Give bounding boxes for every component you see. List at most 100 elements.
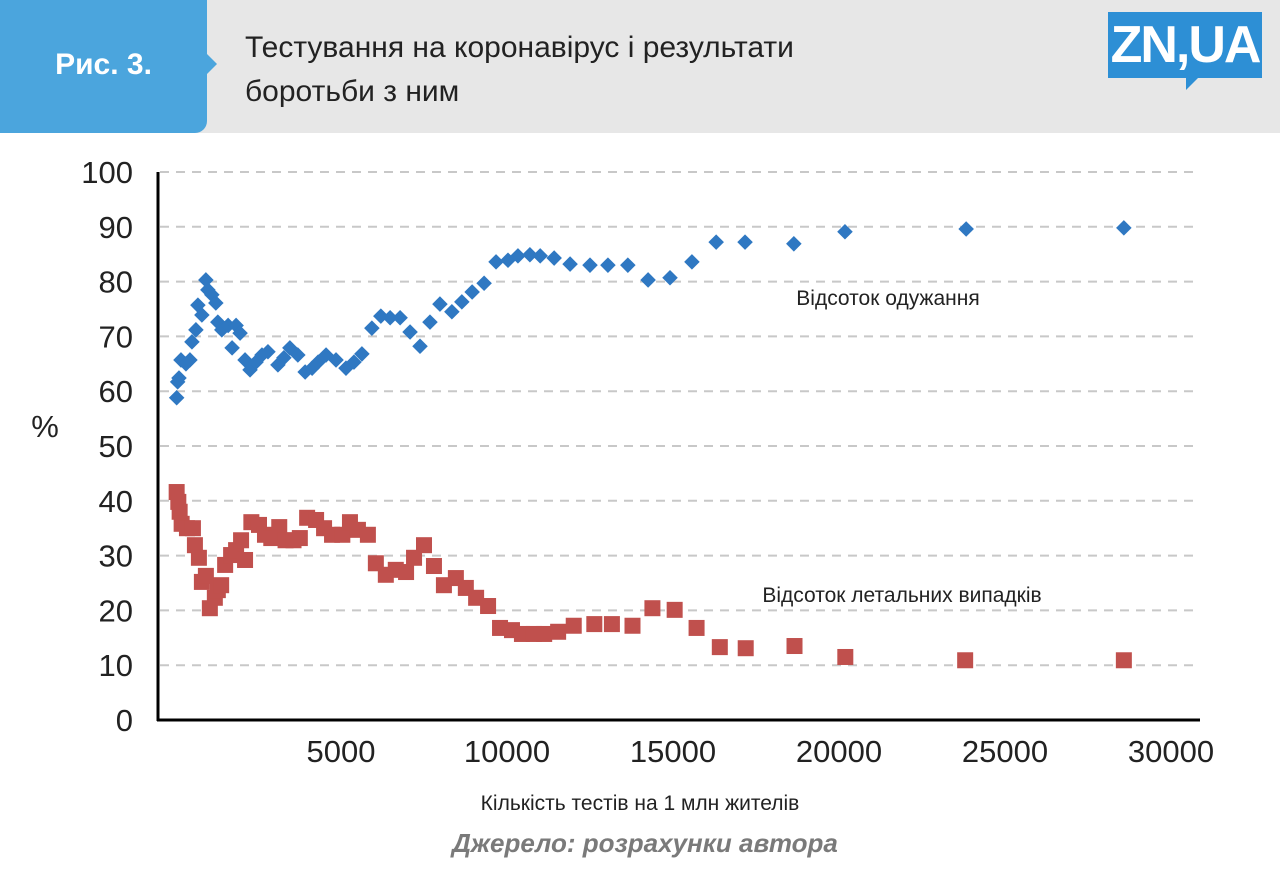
fatality-point <box>359 526 376 543</box>
recovery-point <box>188 322 204 338</box>
fatality-point <box>603 616 620 633</box>
title-line-1: Тестування на коронавірус і результати <box>245 31 794 64</box>
recovery-point <box>454 294 470 310</box>
recovery-point <box>620 257 636 273</box>
fatality-point <box>624 617 641 634</box>
fatality-point <box>550 623 567 640</box>
recovery-point <box>837 223 853 240</box>
recovery-point <box>171 370 187 386</box>
fatality-point <box>184 520 201 537</box>
fatality-point <box>480 598 497 615</box>
y-tick-label: 20 <box>99 593 133 628</box>
recovery-point <box>464 284 480 300</box>
source-note: Джерело: розрахунки автора <box>452 828 838 858</box>
fatality-point <box>186 537 203 554</box>
recovery-point <box>562 256 578 272</box>
fatality-point <box>425 558 442 575</box>
gridlines <box>160 171 1200 667</box>
recovery-point <box>168 389 185 406</box>
y-axis-label: % <box>31 409 59 444</box>
recovery-point <box>958 221 974 237</box>
x-tick-labels: 5000 10000 15000 20000 25000 30000 <box>307 734 1215 769</box>
recovery-point <box>220 317 236 334</box>
annotation-recovery: Відсоток одужання <box>796 287 979 310</box>
recovery-point <box>402 324 418 340</box>
recovery-point <box>532 248 548 264</box>
fatality-point <box>586 616 603 633</box>
x-axis-label: Кількість тестів на 1 млн жителів <box>481 792 800 815</box>
y-tick-label: 30 <box>99 539 133 574</box>
recovery-point <box>444 303 460 320</box>
fatality-point <box>416 537 432 554</box>
recovery-point <box>208 295 224 311</box>
x-tick-label: 5000 <box>307 734 376 769</box>
recovery-point <box>476 275 492 292</box>
chart-title: Тестування на коронавірус і результати б… <box>245 26 794 114</box>
recovery-point <box>640 272 656 288</box>
fatality-point <box>786 638 803 655</box>
recovery-point <box>662 269 678 286</box>
recovery-point <box>737 234 753 250</box>
header-band: Рис. 3. Тестування на коронавірус і резу… <box>0 0 1280 133</box>
recovery-point <box>224 340 240 356</box>
fatality-point <box>406 549 423 566</box>
y-tick-label: 70 <box>99 319 133 354</box>
recovery-point <box>194 307 210 323</box>
fatality-point <box>291 530 308 547</box>
y-tick-label: 80 <box>99 265 133 300</box>
recovery-point <box>364 320 380 336</box>
fatality-point <box>213 577 230 594</box>
recovery-point <box>488 254 504 270</box>
fatality-point <box>711 639 728 656</box>
y-tick-labels: 0 10 20 30 40 50 60 70 80 90 100 <box>81 155 133 738</box>
x-tick-label: 30000 <box>1128 734 1214 769</box>
x-tick-label: 10000 <box>464 734 550 769</box>
recovery-point <box>412 338 428 355</box>
zn-ua-logo: ZN,UA <box>1108 12 1262 90</box>
annotation-fatality: Відсоток летальних випадків <box>762 584 1041 607</box>
y-tick-label: 60 <box>99 374 133 409</box>
recovery-point <box>1116 220 1132 236</box>
y-tick-label: 90 <box>99 210 133 245</box>
fatality-point <box>190 549 207 566</box>
recovery-point <box>422 314 438 330</box>
y-tick-label: 50 <box>99 429 133 464</box>
x-tick-label: 20000 <box>796 734 882 769</box>
recovery-point <box>786 236 802 252</box>
recovery-point <box>432 296 448 312</box>
fatality-point <box>233 532 250 549</box>
recovery-point <box>582 257 598 273</box>
recovery-point <box>198 272 214 288</box>
recovery-point <box>546 250 562 266</box>
fatality-point <box>737 640 754 657</box>
figure-tab: Рис. 3. <box>0 0 217 133</box>
y-tick-label: 0 <box>116 703 133 738</box>
fatality-point <box>271 519 288 536</box>
recovery-point <box>182 352 198 368</box>
y-tick-label: 10 <box>99 648 133 683</box>
fatality-point <box>197 567 214 584</box>
recovery-point <box>708 234 724 250</box>
recovery-point <box>684 254 700 270</box>
title-line-2: боротьби з ним <box>245 75 460 108</box>
recovery-point <box>392 309 408 326</box>
fatality-point <box>565 617 582 634</box>
fatality-point <box>1115 652 1132 669</box>
recovery-point <box>184 334 200 350</box>
x-tick-label: 25000 <box>962 734 1048 769</box>
fatality-point <box>398 564 415 581</box>
figure-label: Рис. 3. <box>55 48 152 81</box>
x-tick-label: 15000 <box>630 734 716 769</box>
fatality-point <box>237 551 254 568</box>
y-tick-label: 100 <box>81 155 133 190</box>
fatality-point <box>644 600 661 617</box>
fatality-point <box>666 601 683 618</box>
y-tick-label: 40 <box>99 484 133 519</box>
fatality-point <box>171 503 188 520</box>
fatality-point <box>957 652 974 669</box>
fatality-point <box>334 526 351 543</box>
fatality-point <box>688 619 705 636</box>
recovery-point <box>600 257 616 273</box>
recovery-point <box>232 325 248 341</box>
